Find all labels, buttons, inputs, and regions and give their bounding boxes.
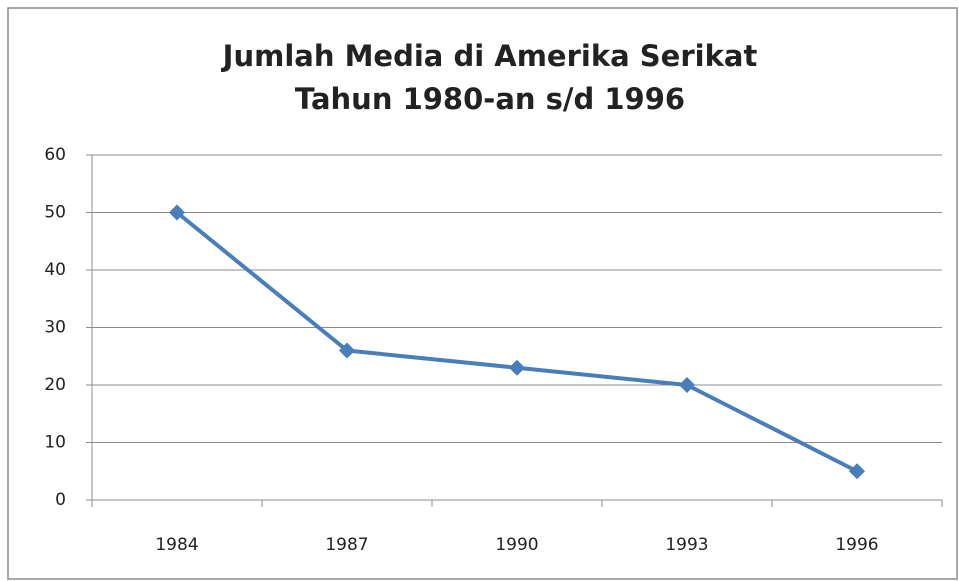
y-tick-label: 60 xyxy=(44,145,66,165)
data-point xyxy=(509,359,525,376)
data-point xyxy=(339,342,355,359)
data-point xyxy=(849,463,865,480)
y-tick-label: 40 xyxy=(44,260,66,280)
y-tick-label: 10 xyxy=(44,433,66,453)
x-tick-label: 1984 xyxy=(155,535,198,555)
x-tick-label: 1996 xyxy=(835,535,878,555)
y-tick-label: 20 xyxy=(44,375,66,395)
y-tick-label: 0 xyxy=(55,490,66,510)
data-point xyxy=(169,204,185,221)
y-tick-label: 30 xyxy=(44,318,66,338)
y-tick-label: 50 xyxy=(44,203,66,223)
chart-title: Jumlah Media di Amerika Serikat xyxy=(221,39,758,73)
data-point xyxy=(679,377,695,393)
x-tick-label: 1990 xyxy=(495,535,538,555)
x-tick-label: 1987 xyxy=(325,535,368,555)
x-tick-label: 1993 xyxy=(665,535,708,555)
chart-title: Tahun 1980-an s/d 1996 xyxy=(295,82,685,116)
chart-frame xyxy=(7,7,958,580)
